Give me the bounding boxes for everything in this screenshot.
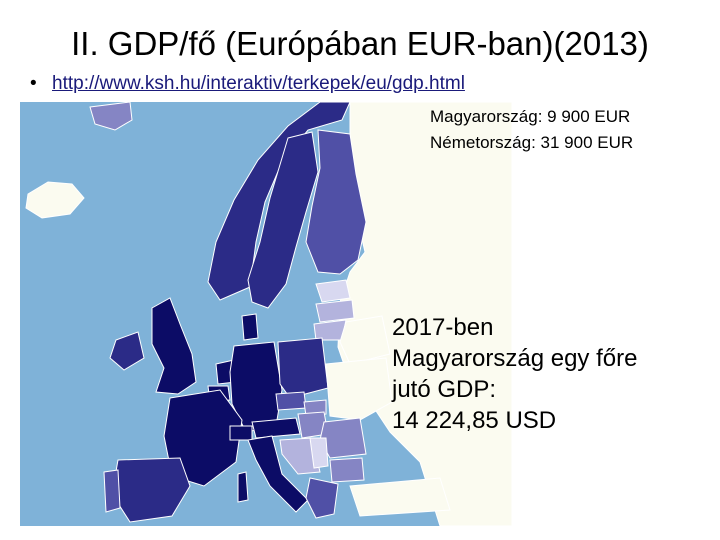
bulgaria <box>329 457 365 483</box>
belarus <box>339 315 391 365</box>
gdp-comparison: Magyarország: 9 900 EUR Németország: 31 … <box>430 104 633 156</box>
note-line-1: 2017-ben <box>392 314 494 341</box>
hungary-gdp-line: Magyarország: 9 900 EUR <box>430 107 631 126</box>
note-line-2: Magyarország egy főre <box>392 345 638 372</box>
latvia <box>315 299 355 323</box>
greece <box>305 477 339 519</box>
ukraine <box>325 357 393 421</box>
source-link[interactable]: http://www.ksh.hu/interaktiv/terkepek/eu… <box>52 73 465 94</box>
note-line-4: 14 224,85 USD <box>392 407 557 434</box>
iceland <box>25 181 85 219</box>
italy <box>247 435 309 513</box>
serbia <box>309 437 329 469</box>
slide-title: II. GDP/fő (Európában EUR-ban)(2013) <box>71 25 649 62</box>
austria <box>251 417 301 439</box>
note-line-3: jutó GDP: <box>392 376 497 403</box>
poland <box>277 337 329 399</box>
france <box>163 389 243 487</box>
denmark <box>241 313 259 341</box>
corsica-sardinia <box>237 471 249 503</box>
turkey <box>349 477 451 517</box>
finland <box>305 129 367 275</box>
romania <box>319 417 367 459</box>
sweden <box>247 131 319 309</box>
portugal <box>103 469 121 513</box>
europe-gdp-map <box>20 102 512 526</box>
map-canvas <box>20 102 512 526</box>
ireland <box>109 331 145 371</box>
gdp-2017-note: 2017-ben Magyarország egy főre jutó GDP:… <box>392 312 712 436</box>
united-kingdom <box>151 297 197 395</box>
estonia <box>315 279 351 303</box>
balkans-west <box>279 437 321 475</box>
bullet-symbol: • <box>30 73 37 94</box>
switzerland <box>229 425 253 441</box>
source-bullet: • http://www.ksh.hu/interaktiv/terkepek/e… <box>30 72 465 96</box>
czechia <box>275 391 307 411</box>
germany-gdp-line: Németország: 31 900 EUR <box>430 133 634 152</box>
svalbard <box>89 102 133 131</box>
